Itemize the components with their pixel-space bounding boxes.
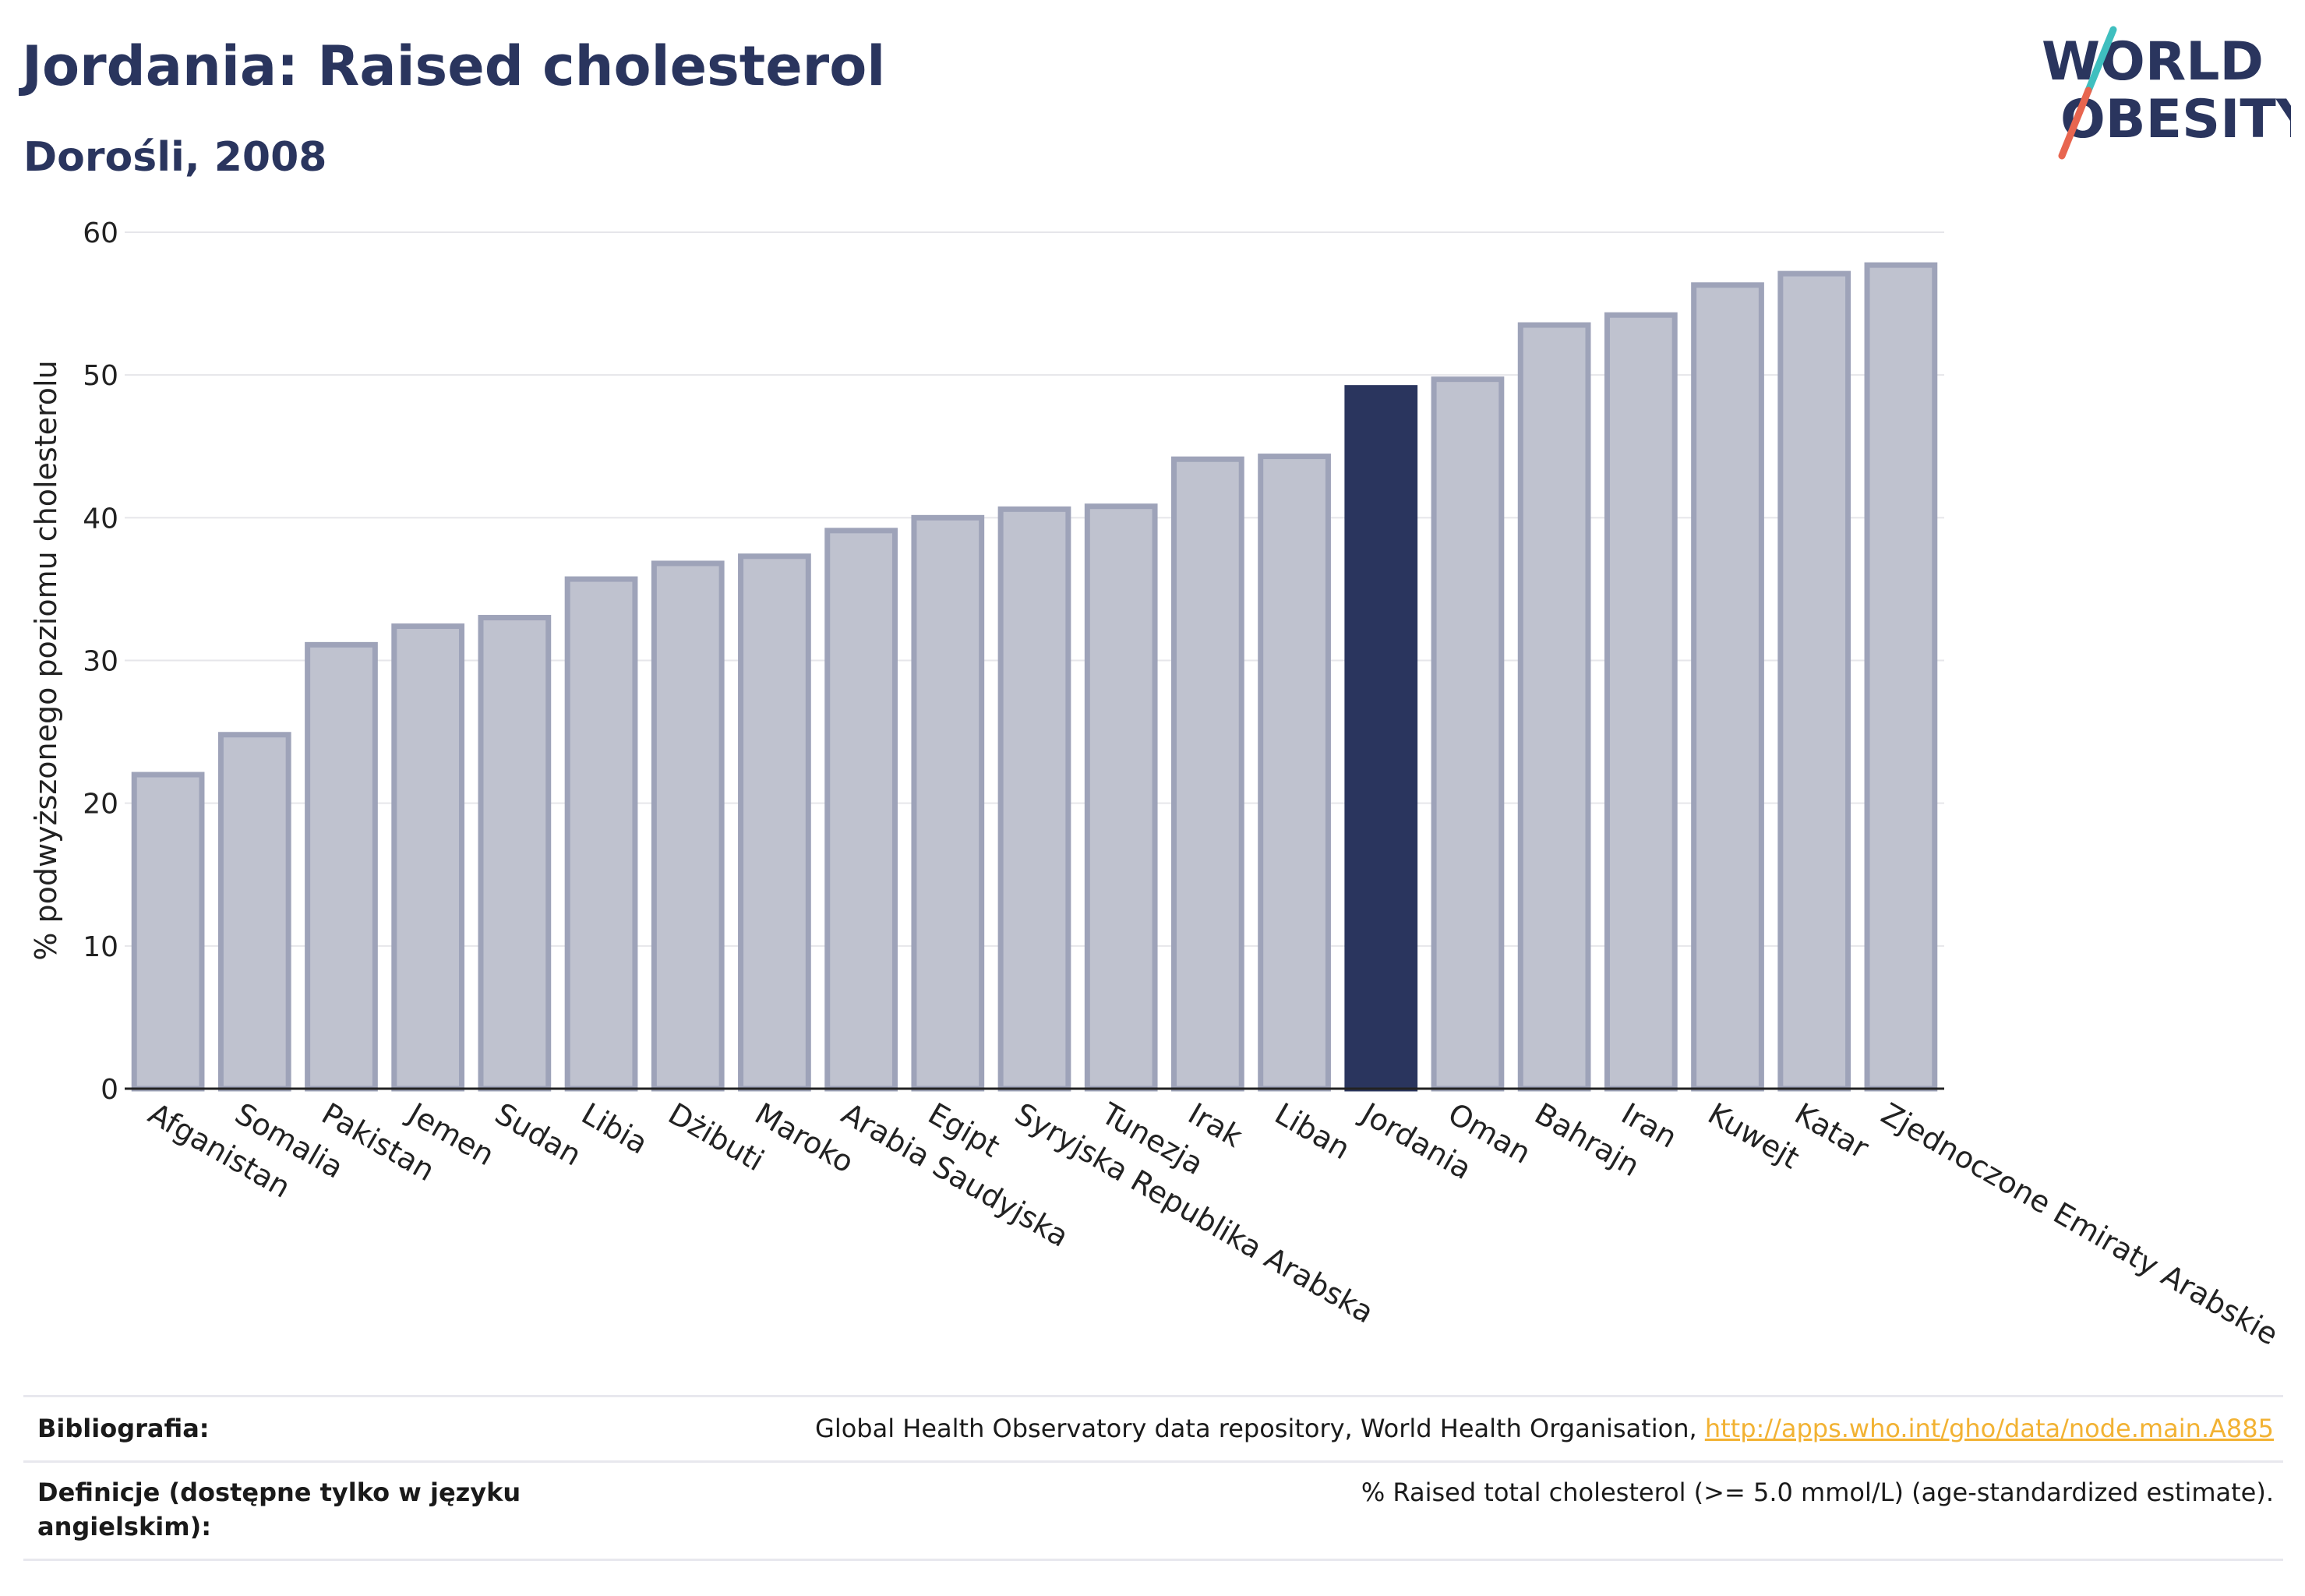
bibliography-link[interactable]: http://apps.who.int/gho/data/node.main.A… <box>1704 1414 2274 1443</box>
definitions-row: Definicje (dostępne tylko w języku angie… <box>23 1460 2283 1561</box>
bar <box>478 615 552 1092</box>
bar <box>824 528 898 1092</box>
bibliography-label: Bibliografia: <box>37 1414 210 1443</box>
x-tick-label: Maroko <box>749 1096 860 1180</box>
bar <box>738 553 811 1092</box>
bar <box>305 641 378 1092</box>
bibliography-value: Global Health Observatory data repositor… <box>815 1411 2274 1446</box>
logo-line2: OBESITY <box>2060 89 2291 150</box>
y-tick-label: 10 <box>83 931 118 963</box>
bar <box>1258 454 1331 1092</box>
page-title: Jordania: Raised cholesterol <box>22 34 886 98</box>
x-tick-label: Kuwejt <box>1703 1096 1806 1176</box>
bar <box>1604 312 1678 1092</box>
bar <box>131 772 205 1092</box>
bar <box>911 514 985 1092</box>
y-tick-label: 20 <box>83 789 118 821</box>
bar-highlight <box>1344 385 1418 1092</box>
logo-line1: WORLD <box>2042 31 2264 93</box>
bibliography-row: Bibliografia: Global Health Observatory … <box>23 1395 2283 1463</box>
y-axis-label: % podwyższonego poziomu cholesterolu <box>29 360 63 960</box>
bar <box>391 623 465 1092</box>
y-tick-label: 40 <box>83 503 118 535</box>
x-tick-label: Zjednoczone Emiraty Arabskie <box>1876 1096 2284 1352</box>
logo-slash-bottom <box>2058 87 2092 160</box>
bar <box>1171 456 1244 1092</box>
world-obesity-logo: WORLD OBESITY <box>2042 26 2291 160</box>
bar <box>1084 503 1158 1092</box>
bar <box>1777 270 1851 1092</box>
y-tick-label: 50 <box>83 360 118 392</box>
bar <box>651 560 725 1092</box>
bar-chart: 0 10 20 30 40 50 60 % podwyższonego poziomu cho… <box>29 217 2284 1352</box>
x-tick-label: Katar <box>1789 1096 1875 1166</box>
bar <box>997 506 1071 1092</box>
bar <box>1431 376 1505 1092</box>
bar <box>217 732 291 1092</box>
y-tick-label: 30 <box>83 646 118 678</box>
bar <box>1864 262 1938 1092</box>
bar <box>564 576 638 1092</box>
logo-slash-top <box>2084 26 2117 94</box>
x-tick-label: Sudan <box>489 1096 588 1173</box>
bar <box>1517 322 1591 1092</box>
page-subtitle: Dorośli, 2008 <box>23 134 327 181</box>
bar <box>1691 282 1764 1092</box>
bibliography-text: Global Health Observatory data repositor… <box>815 1414 1705 1443</box>
definitions-label: Definicje (dostępne tylko w języku angie… <box>37 1478 521 1541</box>
y-tick-label: 0 <box>101 1074 118 1106</box>
x-tick-label: Dżibuti <box>662 1096 770 1178</box>
footer-bottom-rule <box>23 1559 2283 1561</box>
definitions-value: % Raised total cholesterol (>= 5.0 mmol/… <box>1361 1478 2274 1507</box>
y-tick-label: 60 <box>83 217 118 249</box>
x-tick-label: Liban <box>1269 1096 1356 1167</box>
x-tick-label: Libia <box>576 1096 654 1161</box>
